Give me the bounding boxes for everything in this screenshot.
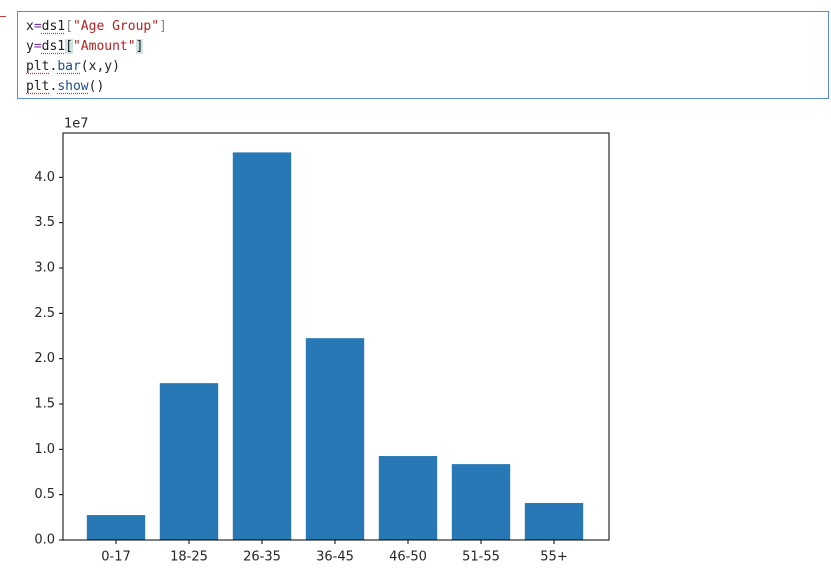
code-token: . <box>49 79 58 94</box>
x-tick-label: 26-35 <box>243 550 281 565</box>
code-token: ] <box>135 39 144 54</box>
code-token: "Amount" <box>72 39 136 54</box>
code-token: plt <box>26 79 50 94</box>
bar <box>451 464 511 540</box>
code-token: y <box>26 39 34 54</box>
code-token: . <box>49 59 58 74</box>
code-token: plt <box>26 59 50 74</box>
x-tick-label: 0-17 <box>101 550 131 565</box>
bar <box>524 503 584 540</box>
x-tick-label: 36-45 <box>316 550 354 565</box>
code-token: () <box>88 79 105 94</box>
code-cell[interactable]: x=ds1["Age Group"] y=ds1["Amount"] plt.b… <box>17 11 829 99</box>
y-tick-label: 4.0 <box>34 170 55 185</box>
code-token: [ <box>65 39 73 54</box>
y-tick-label: 3.5 <box>34 215 55 230</box>
bar <box>159 383 219 540</box>
bar <box>86 515 146 540</box>
y-tick-label: 1.5 <box>34 397 55 412</box>
offset-label: 1e7 <box>64 117 89 132</box>
code-token: bar <box>57 59 81 74</box>
code-token: ds1 <box>41 19 66 34</box>
code: x=ds1["Age Group"] y=ds1["Amount"] plt.b… <box>26 17 167 97</box>
code-token: "Age Group" <box>72 19 160 34</box>
code-token: = <box>33 19 42 34</box>
y-tick-label: 0.0 <box>34 533 55 548</box>
bar <box>232 152 292 541</box>
y-tick-label: 3.0 <box>34 261 55 276</box>
code-token: ds1 <box>41 39 66 54</box>
x-tick-label: 51-55 <box>462 550 500 565</box>
y-tick-label: 2.5 <box>34 306 55 321</box>
bar <box>305 338 365 540</box>
y-tick-label: 0.5 <box>34 487 55 502</box>
code-token: = <box>33 39 42 54</box>
x-tick-label: 46-50 <box>389 550 427 565</box>
code-token: show <box>57 79 89 94</box>
code-token: x <box>26 19 34 34</box>
code-token: (x,y) <box>80 59 120 74</box>
x-tick-label: 55+ <box>540 550 567 565</box>
bar <box>378 456 438 540</box>
x-tick-label: 18-25 <box>170 550 208 565</box>
y-tick-label: 2.0 <box>34 351 55 366</box>
cell-marker <box>0 16 6 17</box>
y-tick-label: 1.0 <box>34 442 55 457</box>
code-token: ] <box>159 19 167 34</box>
axes-frame <box>62 132 610 541</box>
code-token: [ <box>65 19 73 34</box>
